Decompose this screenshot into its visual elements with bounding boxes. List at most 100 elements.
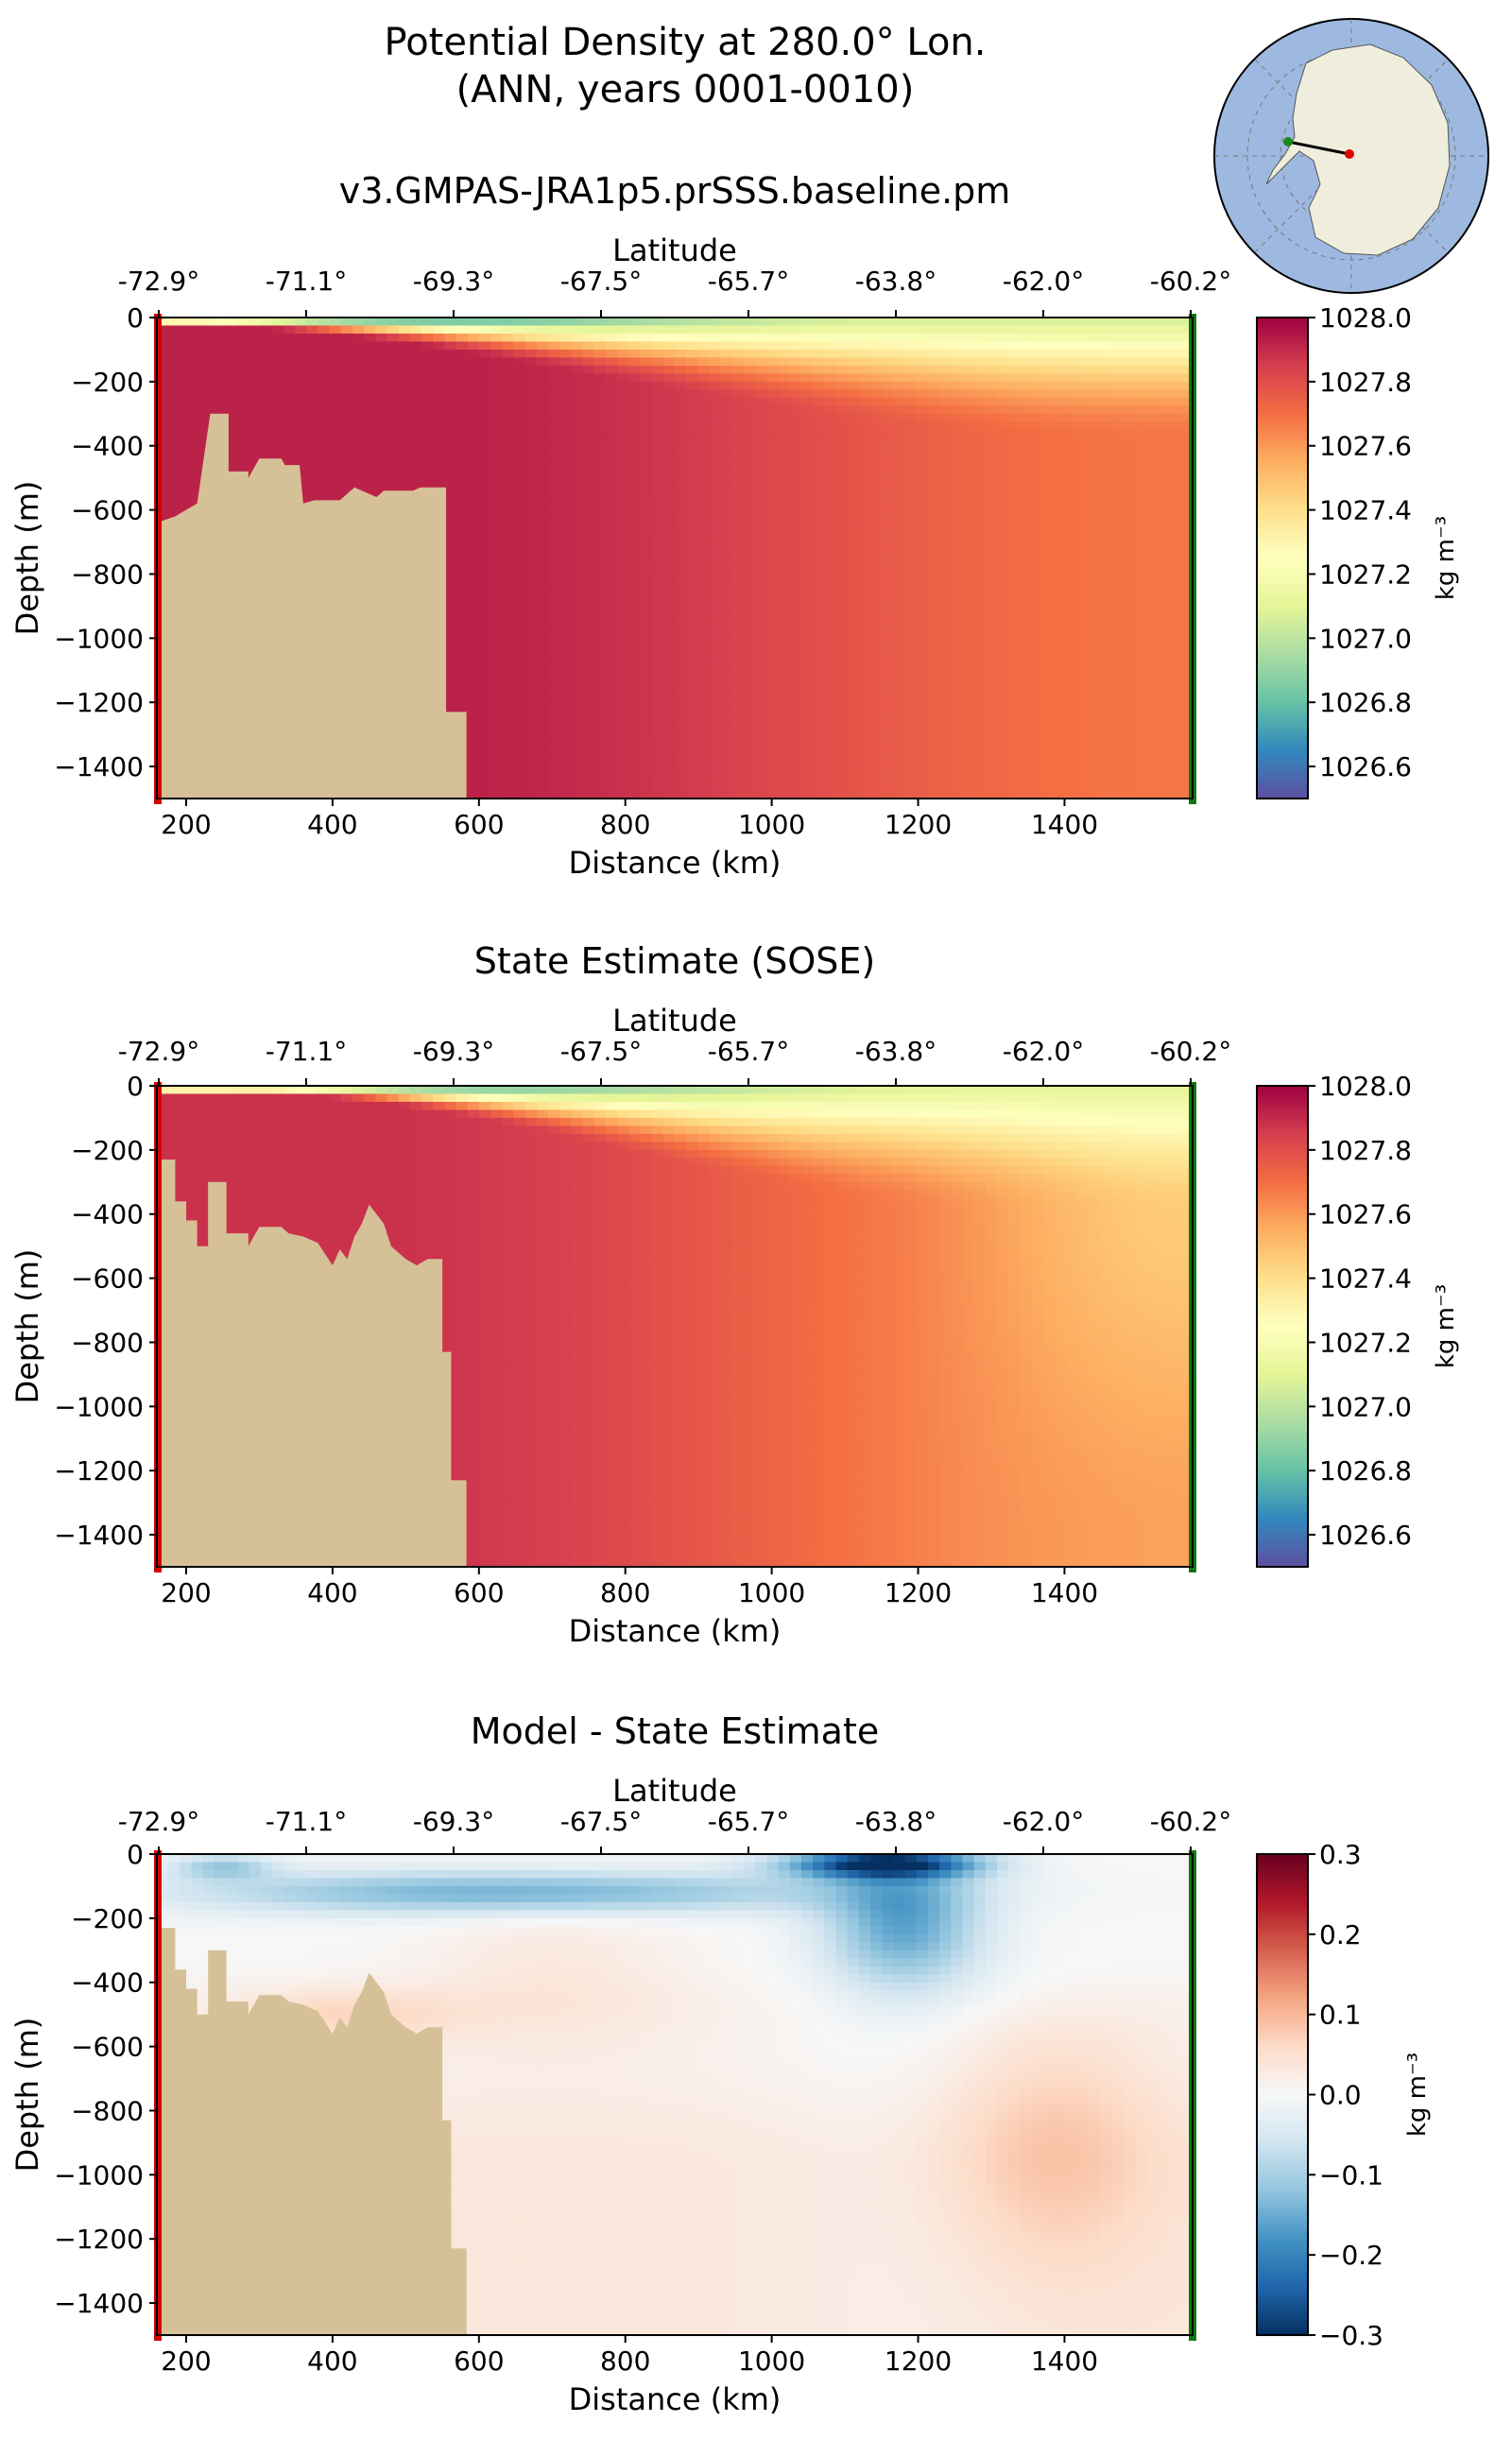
heatmap-cell xyxy=(1123,454,1136,463)
heatmap-cell xyxy=(1008,702,1021,712)
heatmap-cell xyxy=(329,486,342,495)
heatmap-cell xyxy=(962,389,975,399)
heatmap-cell xyxy=(1008,662,1021,671)
heatmap-cell xyxy=(1008,405,1021,415)
heatmap-cell xyxy=(686,638,698,647)
heatmap-cell xyxy=(662,686,676,696)
heatmap-cell xyxy=(513,534,526,543)
heatmap-cell xyxy=(1169,558,1182,567)
heatmap-cell xyxy=(1031,718,1044,728)
heatmap-cell xyxy=(502,333,515,343)
heatmap-cell xyxy=(789,558,802,567)
heatmap-cell xyxy=(904,710,918,719)
heatmap-cell xyxy=(951,525,964,535)
heatmap-cell xyxy=(720,509,733,519)
heatmap-cell xyxy=(996,686,1009,696)
heatmap-cell xyxy=(444,493,457,503)
heatmap-cell xyxy=(640,694,653,703)
heatmap-cell xyxy=(202,365,215,374)
heatmap-cell xyxy=(744,461,756,471)
heatmap-cell xyxy=(1180,525,1193,535)
heatmap-cell xyxy=(870,718,883,728)
heatmap-cell xyxy=(858,613,871,623)
heatmap-cell xyxy=(720,470,733,479)
heatmap-cell xyxy=(985,710,998,719)
heatmap-cell xyxy=(951,750,964,760)
heatmap-cell xyxy=(237,341,250,351)
heatmap-cell xyxy=(755,373,768,383)
heatmap-cell xyxy=(916,389,929,399)
heatmap-cell xyxy=(904,694,918,703)
heatmap-cell xyxy=(951,357,964,367)
heatmap-cell xyxy=(904,429,918,438)
heatmap-cell xyxy=(1008,397,1021,406)
heatmap-cell xyxy=(571,606,584,615)
heatmap-cell xyxy=(686,493,698,503)
heatmap-cell xyxy=(513,597,526,607)
heatmap-cell xyxy=(490,534,503,543)
heatmap-cell xyxy=(985,622,998,631)
heatmap-cell xyxy=(571,525,584,535)
heatmap-cell xyxy=(559,678,572,687)
heatmap-cell xyxy=(536,694,549,703)
heatmap-cell xyxy=(467,509,480,519)
heatmap-cell xyxy=(559,357,572,367)
heatmap-cell xyxy=(249,365,262,374)
figure-title-line1: Potential Density at 280.0° Lon. xyxy=(385,21,987,64)
heatmap-cell xyxy=(180,445,193,455)
heatmap-cell xyxy=(548,750,560,760)
heatmap-cell xyxy=(996,509,1009,519)
heatmap-cell xyxy=(720,445,733,455)
heatmap-cell xyxy=(755,662,768,671)
heatmap-cell xyxy=(455,550,469,559)
heatmap-cell xyxy=(755,622,768,631)
heatmap-cell xyxy=(1089,678,1102,687)
heatmap-cell xyxy=(191,325,204,335)
heatmap-cell xyxy=(939,525,952,535)
heatmap-cell xyxy=(559,734,572,744)
heatmap-cell xyxy=(524,581,538,592)
heatmap-cell xyxy=(651,565,664,576)
heatmap-cell xyxy=(870,734,883,744)
heatmap-cell xyxy=(329,454,342,463)
heatmap-cell xyxy=(731,318,745,327)
heatmap-cell xyxy=(1100,590,1113,599)
heatmap-cell xyxy=(444,686,457,696)
heatmap-cell xyxy=(709,718,722,728)
heatmap-cell xyxy=(1100,638,1113,647)
heatmap-cell xyxy=(962,486,975,495)
heatmap-cell xyxy=(168,509,180,519)
heatmap-cell xyxy=(536,638,549,647)
heatmap-cell xyxy=(433,421,446,431)
heatmap-cell xyxy=(283,397,296,406)
heatmap-cell xyxy=(755,429,768,438)
heatmap-cell xyxy=(1008,509,1021,519)
heatmap-cell xyxy=(985,645,998,655)
heatmap-cell xyxy=(766,397,780,406)
heatmap-cell xyxy=(640,574,653,583)
heatmap-cell xyxy=(1135,413,1147,422)
heatmap-cell xyxy=(157,445,169,455)
heatmap-cell xyxy=(617,325,629,335)
heatmap-cell xyxy=(571,734,584,744)
heatmap-cell xyxy=(628,438,642,447)
heatmap-cell xyxy=(951,454,964,463)
heatmap-cell xyxy=(1146,670,1160,679)
heatmap-cell xyxy=(835,341,849,351)
heatmap-cell xyxy=(789,678,802,687)
heatmap-cell xyxy=(605,742,618,751)
heatmap-cell xyxy=(571,534,584,543)
heatmap-cell xyxy=(1042,718,1056,728)
heatmap-cell xyxy=(755,694,768,703)
heatmap-cell xyxy=(478,726,491,735)
heatmap-cell xyxy=(559,349,572,359)
heatmap-cell xyxy=(455,686,469,696)
heatmap-cell xyxy=(778,502,791,511)
heatmap-cell xyxy=(858,670,871,679)
heatmap-cell xyxy=(675,438,687,447)
heatmap-cell xyxy=(271,389,284,399)
heatmap-cell xyxy=(1123,405,1136,415)
heatmap-cell xyxy=(214,357,227,367)
heatmap-cell xyxy=(1042,357,1056,367)
heatmap-cell xyxy=(651,574,664,583)
